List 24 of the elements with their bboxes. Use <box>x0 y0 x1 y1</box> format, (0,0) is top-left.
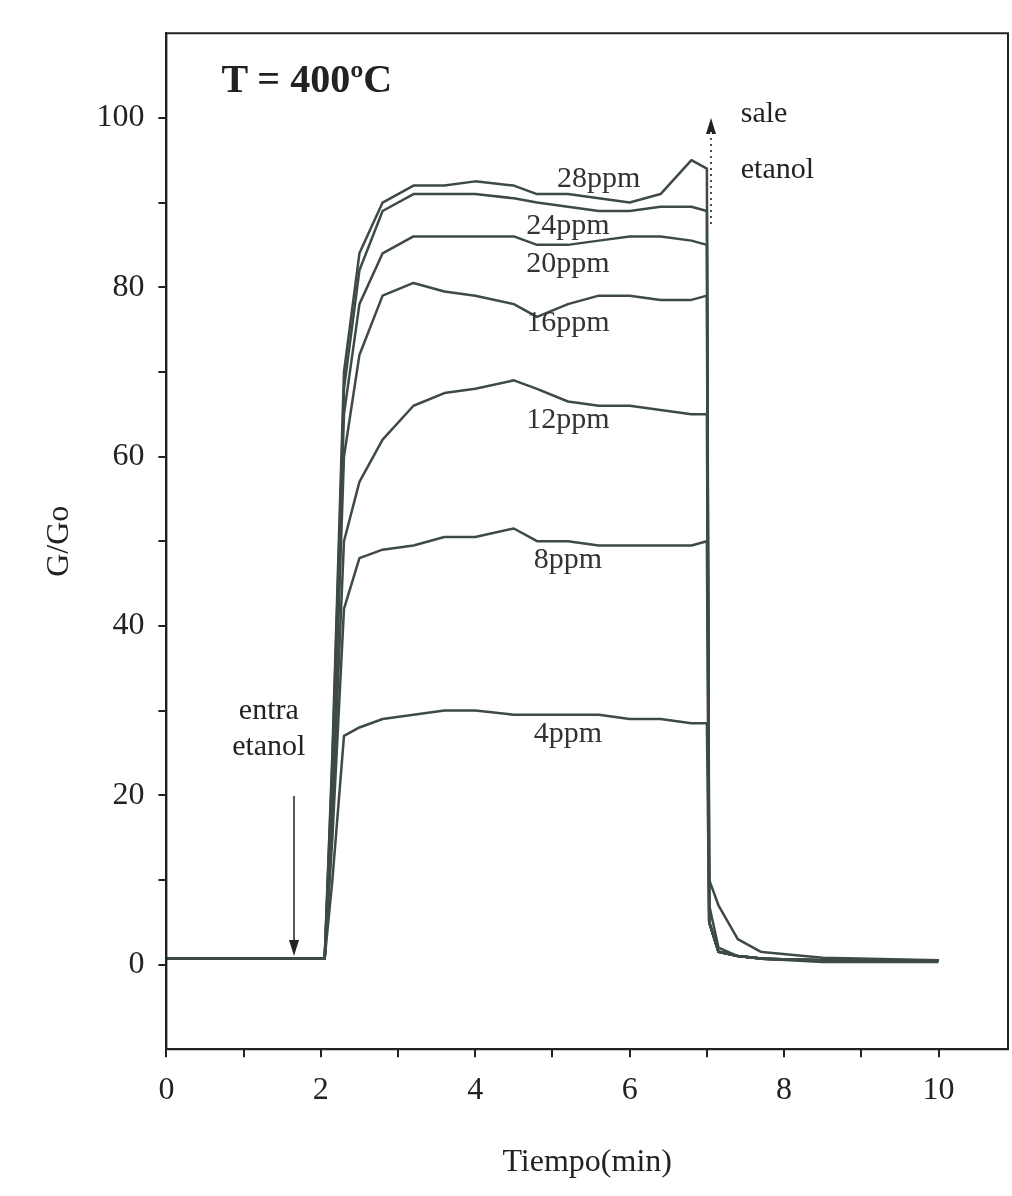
x-tick-label: 4 <box>467 1069 484 1106</box>
annotation: entra etanol <box>232 691 306 761</box>
x-tick-label: 8 <box>776 1069 793 1106</box>
series-label: 16ppm <box>526 304 610 338</box>
x-axis-title: Tiempo(min) <box>502 1142 672 1179</box>
y-tick-label: 100 <box>96 97 145 134</box>
y-tick-label: 0 <box>128 943 145 980</box>
x-tick-label: 6 <box>621 1069 638 1106</box>
x-tick-label: 0 <box>158 1069 175 1106</box>
y-tick-label: 20 <box>112 774 145 811</box>
series-label: 20ppm <box>526 244 610 278</box>
y-tick-label: 60 <box>112 435 145 472</box>
y-axis-title: G/Go <box>38 505 75 577</box>
y-tick-label: 80 <box>112 266 145 303</box>
x-tick-label: 2 <box>312 1069 329 1106</box>
series-label: 24ppm <box>526 206 610 240</box>
annotation: sale etanol <box>740 94 815 184</box>
series-label: 4ppm <box>533 714 603 748</box>
y-tick-label: 40 <box>112 605 145 642</box>
text: T = 400ºC <box>221 55 393 101</box>
x-tick-label: 10 <box>922 1069 955 1106</box>
series-label: 12ppm <box>526 401 610 435</box>
series-label: 28ppm <box>557 160 641 194</box>
series-label: 8ppm <box>533 541 603 575</box>
